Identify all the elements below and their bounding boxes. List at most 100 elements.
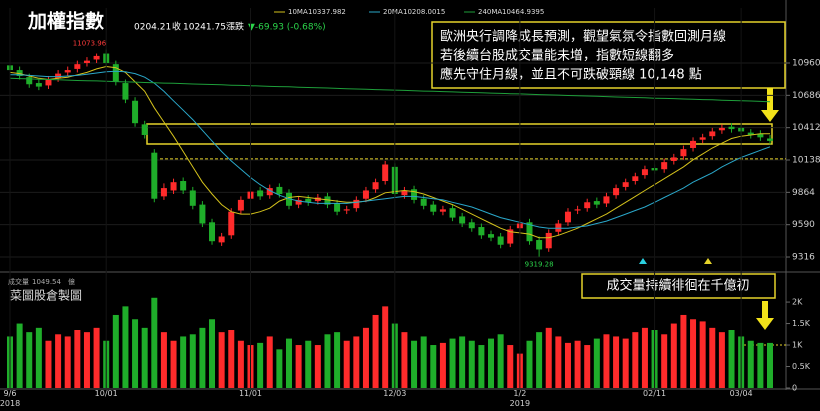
- volume-bar: [632, 332, 639, 388]
- candle-body: [362, 190, 369, 199]
- y-tick-label: 10960: [792, 58, 820, 68]
- volume-bar: [35, 327, 42, 388]
- volume-bar: [199, 327, 206, 388]
- annotation-box: [431, 21, 786, 89]
- x-tick-label: 1/2 2019: [509, 389, 531, 408]
- candle-body: [209, 222, 216, 242]
- candle-body: [468, 222, 475, 229]
- candle-body: [622, 182, 629, 187]
- volume-bar: [285, 338, 292, 388]
- y-tick-label: 9864: [792, 188, 815, 198]
- candle-body: [295, 199, 302, 205]
- candle-body: [334, 203, 341, 212]
- x-tick-label: 10/01: [94, 389, 118, 398]
- candle-body: [382, 164, 389, 182]
- volume-tick-label: 1K: [792, 341, 803, 350]
- candle-body: [343, 209, 350, 211]
- volume-bar: [372, 314, 379, 388]
- x-tick-label: 12/03: [383, 389, 407, 398]
- candle-body: [314, 197, 321, 202]
- watermark: 菜圖股倉製圖: [10, 288, 82, 303]
- volume-tick-label: 0.5K: [792, 362, 811, 371]
- ma-line: [9, 65, 770, 239]
- volume-bar: [218, 332, 225, 388]
- volume-bar: [305, 340, 312, 388]
- candle-body: [266, 188, 273, 196]
- candle-body: [439, 209, 446, 212]
- volume-bar: [497, 334, 504, 388]
- volume-unit: 億: [68, 277, 75, 286]
- volume-bar: [459, 336, 466, 388]
- candle-body: [151, 152, 158, 199]
- candle-body: [64, 70, 71, 73]
- volume-bar: [122, 306, 129, 388]
- candle-body: [324, 196, 331, 205]
- volume-bar: [276, 349, 283, 388]
- volume-bar: [439, 342, 446, 388]
- volume-bar: [189, 334, 196, 388]
- volume-bar: [507, 345, 514, 388]
- candle-body: [353, 199, 360, 209]
- volume-bar: [488, 338, 495, 388]
- candle-body: [574, 209, 581, 211]
- volume-annotation: 成交量持續徘徊在千億初: [606, 278, 749, 294]
- volume-annotation-box: [581, 273, 776, 299]
- candle-body: [603, 196, 610, 204]
- volume-bar: [411, 340, 418, 388]
- legend-value: 10208.0015: [403, 8, 445, 16]
- candle-body: [632, 176, 639, 182]
- volume-bar: [382, 306, 389, 388]
- volume-bar: [26, 332, 33, 388]
- volume-bar: [593, 338, 600, 388]
- volume-bar: [362, 327, 369, 388]
- volume-bar: [83, 332, 90, 388]
- candle-body: [709, 131, 716, 137]
- candle-body: [170, 182, 177, 191]
- legend-value: 10337.982: [308, 8, 346, 16]
- volume-tick-label: 1.5K: [792, 319, 811, 328]
- candle-body: [55, 73, 62, 79]
- candle-body: [690, 140, 697, 148]
- candle-body: [26, 77, 33, 85]
- header-change-label: 漲跌: [226, 22, 244, 33]
- candle-body: [699, 137, 706, 140]
- volume-bar: [132, 319, 139, 388]
- candle-body: [276, 186, 283, 194]
- candle-body: [728, 126, 735, 130]
- candle-body: [757, 133, 764, 138]
- candle-body: [555, 223, 562, 232]
- volume-bar: [324, 334, 331, 388]
- low-label: 9319.28: [525, 261, 554, 269]
- ma-line: [9, 77, 771, 103]
- volume-bar: [728, 330, 735, 388]
- candle-body: [747, 132, 754, 135]
- volume-bar: [334, 332, 341, 388]
- volume-bar: [468, 340, 475, 388]
- ma-line: [10, 70, 771, 229]
- candle-body: [661, 162, 668, 170]
- volume-bar: [526, 340, 533, 388]
- volume-bar: [545, 327, 552, 388]
- volume-bar: [64, 336, 71, 388]
- legend-value: 10464.9395: [502, 8, 544, 16]
- candle-body: [112, 64, 119, 82]
- candle-body: [564, 211, 571, 223]
- candle-body: [372, 182, 379, 190]
- volume-bar: [622, 338, 629, 388]
- candle-body: [141, 124, 148, 135]
- volume-bar: [93, 327, 100, 388]
- volume-bar: [228, 330, 235, 388]
- candle-body: [285, 192, 292, 206]
- x-tick-label: 03/04: [729, 389, 753, 398]
- volume-bar: [353, 336, 360, 388]
- candle-body: [237, 199, 244, 211]
- x-tick-label: 9/6 2018: [0, 389, 21, 408]
- candle-body: [593, 201, 600, 205]
- header-close: 10241.75: [183, 23, 226, 33]
- x-tick-label: 02/11: [643, 389, 667, 398]
- volume-bar: [757, 342, 764, 388]
- candle-body: [536, 240, 543, 250]
- candle-body: [180, 181, 187, 191]
